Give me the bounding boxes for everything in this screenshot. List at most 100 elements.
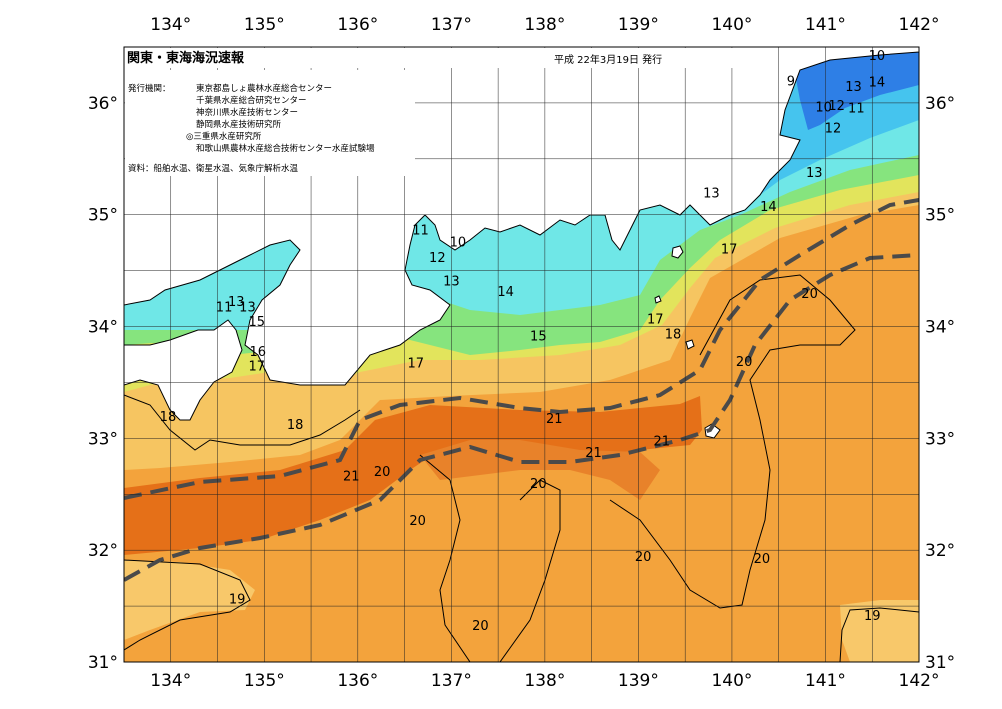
isotherm-label: 13 [228,295,245,310]
isotherm-label: 17 [721,242,738,257]
isotherm-label: 20 [409,514,426,529]
isotherm-label: 12 [825,122,842,137]
lon-label-top: 136° [337,15,378,35]
axis-labels: 134° 134° 135° 135° 136° 136° 137° 137° 138° 138°… [88,15,955,691]
lat-label-right: 32° [925,541,955,561]
isotherm-label: 13 [239,300,256,315]
isotherm-label: 19 [864,609,881,624]
isotherm-label: 17 [647,313,664,328]
lat-label-left: 36° [88,94,118,114]
hachijo-island [704,423,721,439]
isotherm-label: 20 [754,552,771,567]
lon-label-bottom: 142° [899,671,940,691]
isotherm-label: 20 [530,477,547,492]
isotherm-label: 21 [585,446,602,461]
issuer-bg [125,70,415,176]
isotherm-label: 13 [806,166,823,181]
isotherm-label: 16 [249,345,266,360]
map-area [124,47,919,662]
isotherm-label: 15 [249,315,266,330]
issuer-line-2: 千葉県水産総合研究センター [196,95,307,106]
kozushima-island [654,295,662,304]
lat-label-right: 31° [925,653,955,673]
miyake-island [685,339,695,350]
isotherm-label: 13 [845,80,862,95]
isotherm-label: 13 [703,186,720,201]
isotherm-label: 10 [869,49,886,64]
lon-label-top: 134° [150,15,191,35]
isotherm-label: 21 [546,412,563,427]
blue-water [790,47,919,130]
issuer-label: 発行機関： [128,83,171,94]
isotherm-label: 11 [216,300,233,315]
southwest-cool-patch [124,560,255,640]
lat-label-left: 33° [88,429,118,449]
lat-label-right: 33° [925,429,955,449]
isotherm-label: 21 [343,469,360,484]
issuer-line-6: 和歌山県農林水産総合技術センター水産試験場 [196,143,375,154]
lon-label-bottom: 137° [431,671,472,691]
issuer-line-4: 静岡県水産技術研究所 [196,119,282,130]
isotherm-lines [124,274,919,662]
isotherm-20-east [609,274,856,609]
lat-label-left: 34° [88,318,118,338]
lat-label-right: 35° [925,206,955,226]
isotherm-label: 20 [472,619,489,634]
kuroshio-tongue [420,440,660,500]
lon-label-top: 138° [524,15,565,35]
isotherm-18-west [124,394,361,451]
lat-label-right: 34° [925,318,955,338]
isotherm-label: 20 [801,287,818,302]
issuer-line-5: ◎三重県水産研究所 [186,131,262,142]
lat-label-left: 32° [88,541,118,561]
isotherm-label: 14 [760,200,777,215]
isotherm-20-west [419,454,471,662]
kuroshio-core [124,396,702,555]
issuer-block: 発行機関： 東京都島しょ農林水産総合センター 千葉県水産総合研究センター 神奈川… [125,70,415,176]
isotherm-label: 12 [429,251,446,266]
isotherm-label: 18 [287,418,304,433]
isotherm-label: 19 [229,592,246,607]
map-frame [123,46,920,663]
lon-label-top: 141° [805,15,846,35]
lat-label-right: 36° [925,94,955,114]
lon-label-bottom: 135° [244,671,285,691]
isotherm-label: 11 [848,101,865,116]
isotherm-19-southeast [839,607,919,662]
kuroshio-axis-north [124,198,919,500]
issuer-line-1: 東京都島しょ農林水産総合センター [196,83,332,94]
isotherm-label: 14 [869,76,886,91]
isotherm-label: 17 [249,360,266,375]
isotherm-label: 11 [412,223,429,238]
source-note: 資料：船舶水温、衛星水温、気象庁解析水温 [128,163,299,174]
isotherm-label: 21 [654,435,671,450]
kuroshio-axis-south [124,253,919,582]
isotherm-label: 18 [665,327,682,342]
lon-label-bottom: 141° [805,671,846,691]
issue-date: 平成 22年3月19日 発行 [554,53,662,66]
issuer-line-3: 神奈川県水産技術センター [196,107,298,118]
isotherm-label: 10 [815,100,832,115]
map-header: 関東・東海海況速報 平成 22年3月19日 発行 [125,48,765,68]
kuroshio-axis-lines [124,198,919,582]
lon-label-bottom: 139° [618,671,659,691]
lon-label-top: 135° [244,15,285,35]
header-bg [125,48,765,68]
isotherm-label: 20 [374,465,391,480]
lon-label-bottom: 136° [337,671,378,691]
isotherm-label: 9 [787,75,795,90]
lat-label-left: 31° [88,653,118,673]
isotherm-label: 12 [828,99,845,114]
lon-label-top: 137° [431,15,472,35]
isotherm-label: 14 [497,285,514,300]
isotherm-label: 15 [530,329,547,344]
isotherm-label: 10 [450,236,467,251]
map-title: 関東・東海海況速報 [127,50,245,66]
oshima-island [671,245,684,259]
lon-label-bottom: 140° [711,671,752,691]
lon-label-bottom: 138° [524,671,565,691]
southeast-cool-patch [840,600,919,662]
isotherm-20-south [499,479,561,662]
